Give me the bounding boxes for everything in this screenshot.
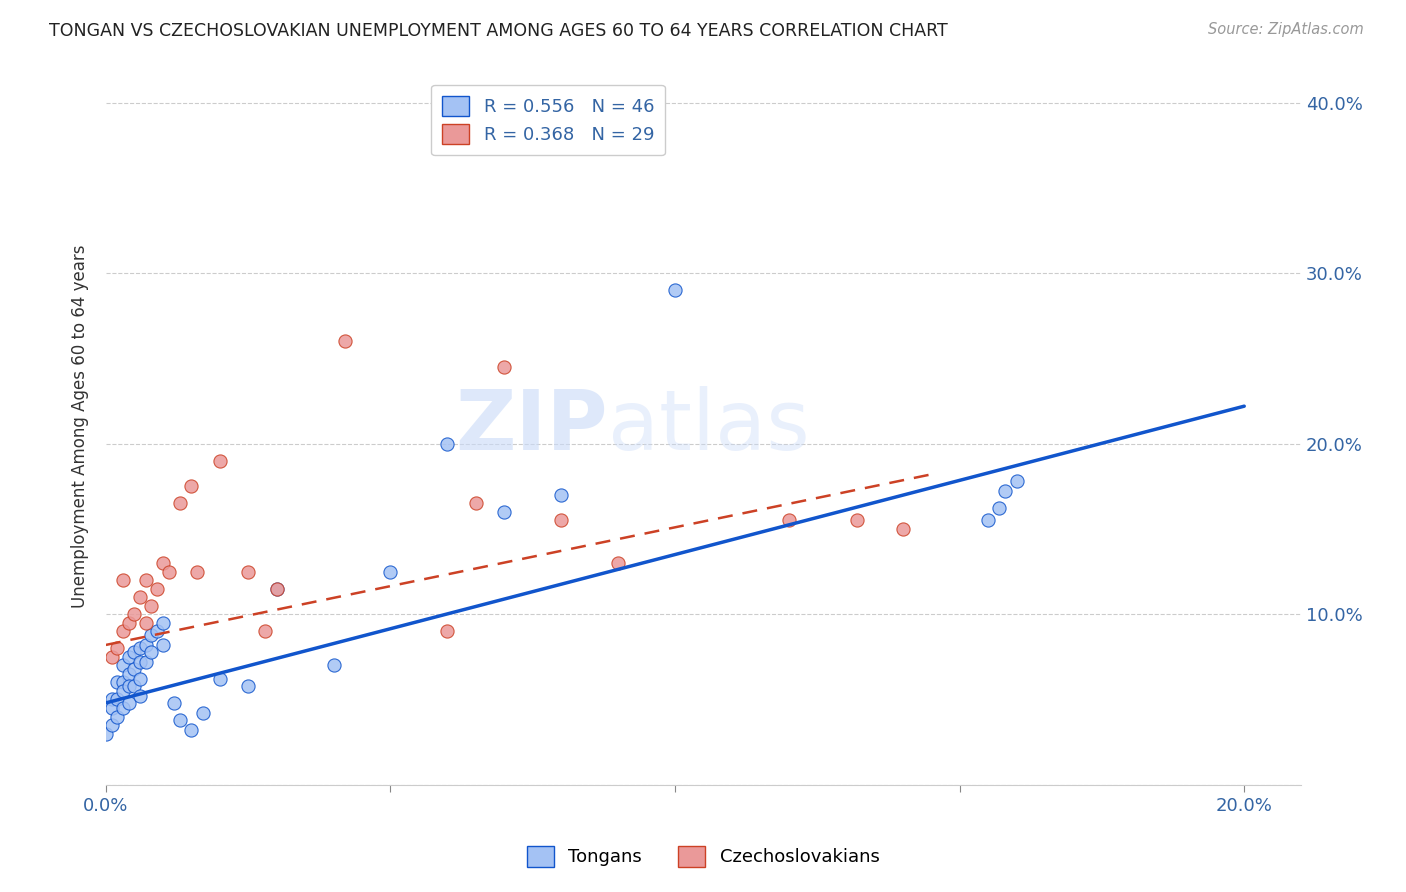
Point xyxy=(111,675,134,690)
Legend: R = 0.556   N = 46, R = 0.368   N = 29: R = 0.556 N = 46, R = 0.368 N = 29 xyxy=(432,85,665,155)
Point xyxy=(254,624,277,639)
Point xyxy=(111,684,134,698)
Point xyxy=(135,638,157,652)
Point xyxy=(266,582,288,596)
Point xyxy=(94,726,117,740)
Point xyxy=(977,513,1000,527)
Point xyxy=(141,599,163,613)
Point xyxy=(135,655,157,669)
Point xyxy=(550,488,572,502)
Point xyxy=(105,692,128,706)
Point xyxy=(436,436,458,450)
Point xyxy=(550,513,572,527)
Point xyxy=(111,573,134,587)
Point xyxy=(118,615,141,630)
Point xyxy=(778,513,800,527)
Point xyxy=(494,505,516,519)
Text: Source: ZipAtlas.com: Source: ZipAtlas.com xyxy=(1208,22,1364,37)
Point xyxy=(607,556,630,570)
Point xyxy=(152,556,174,570)
Point xyxy=(152,615,174,630)
Point xyxy=(118,696,141,710)
Point xyxy=(135,573,157,587)
Point xyxy=(118,679,141,693)
Point xyxy=(129,689,152,703)
Point xyxy=(118,667,141,681)
Point xyxy=(129,672,152,686)
Point xyxy=(100,649,122,664)
Point xyxy=(129,655,152,669)
Point xyxy=(238,679,260,693)
Point xyxy=(124,607,146,622)
Point xyxy=(180,479,202,493)
Point xyxy=(208,454,231,468)
Point xyxy=(186,565,208,579)
Point xyxy=(111,701,134,715)
Point xyxy=(111,658,134,673)
Point xyxy=(129,590,152,604)
Point xyxy=(322,658,344,673)
Point xyxy=(105,709,128,723)
Point xyxy=(152,638,174,652)
Point xyxy=(141,645,163,659)
Point xyxy=(105,675,128,690)
Point xyxy=(146,582,169,596)
Point xyxy=(180,723,202,738)
Point xyxy=(129,641,152,656)
Point xyxy=(994,484,1017,499)
Point xyxy=(100,701,122,715)
Point xyxy=(105,641,128,656)
Point xyxy=(238,565,260,579)
Point xyxy=(333,334,356,349)
Point xyxy=(135,615,157,630)
Point xyxy=(141,628,163,642)
Point xyxy=(208,672,231,686)
Point xyxy=(111,624,134,639)
Point xyxy=(169,496,191,510)
Point xyxy=(380,565,402,579)
Text: ZIP: ZIP xyxy=(456,386,607,467)
Point xyxy=(124,645,146,659)
Point xyxy=(1005,474,1028,488)
Point xyxy=(664,283,686,297)
Point xyxy=(124,679,146,693)
Point xyxy=(464,496,486,510)
Point xyxy=(100,718,122,732)
Text: atlas: atlas xyxy=(607,386,810,467)
Point xyxy=(266,582,288,596)
Point xyxy=(146,624,169,639)
Point xyxy=(118,649,141,664)
Text: TONGAN VS CZECHOSLOVAKIAN UNEMPLOYMENT AMONG AGES 60 TO 64 YEARS CORRELATION CHA: TONGAN VS CZECHOSLOVAKIAN UNEMPLOYMENT A… xyxy=(49,22,948,40)
Legend: Tongans, Czechoslovakians: Tongans, Czechoslovakians xyxy=(519,838,887,874)
Point xyxy=(100,692,122,706)
Point xyxy=(157,565,180,579)
Point xyxy=(988,501,1011,516)
Point xyxy=(494,359,516,374)
Point xyxy=(169,713,191,727)
Point xyxy=(891,522,914,536)
Point xyxy=(846,513,869,527)
Point xyxy=(191,706,214,720)
Point xyxy=(163,696,186,710)
Y-axis label: Unemployment Among Ages 60 to 64 years: Unemployment Among Ages 60 to 64 years xyxy=(72,245,89,608)
Point xyxy=(124,662,146,676)
Point xyxy=(436,624,458,639)
